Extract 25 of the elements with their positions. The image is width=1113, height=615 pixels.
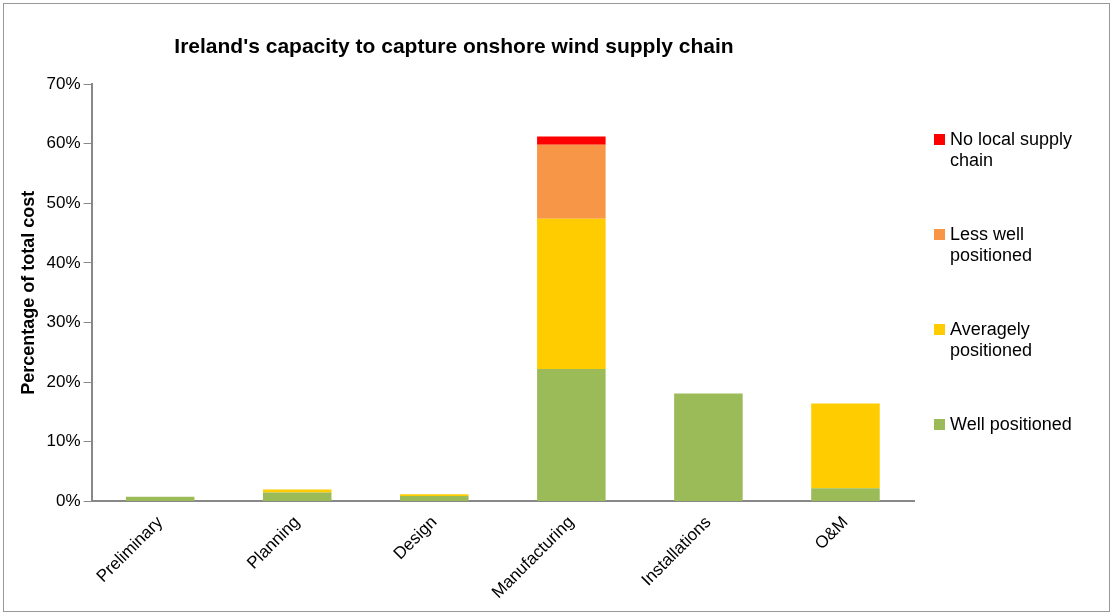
bar [400,496,469,501]
bar [811,488,880,501]
bar [537,369,606,501]
legend-label: No local supply chain [950,129,1074,171]
y-tick-label: 40% [46,252,81,272]
bar [262,492,332,501]
chart-title: Ireland's capacity to capture onshore wind supply chain [173,34,735,58]
bar [537,144,606,219]
y-tick-label: 60% [46,133,81,153]
y-tick-label: 70% [46,73,81,93]
bar [674,393,743,501]
legend-label: Averagely positioned [950,319,1034,361]
bar [537,136,606,145]
y-tick-label: 10% [46,431,81,451]
bar [262,489,332,493]
bar [537,218,606,370]
legend-label: Well positioned [950,414,1072,435]
y-tick-label: 0% [56,491,81,511]
y-tick-label: 30% [46,312,81,332]
y-axis-title: Percentage of total cost [17,190,38,395]
y-tick-label: 50% [46,192,81,212]
legend-label: Less well positioned [950,224,1034,266]
bar [125,496,195,501]
y-tick-label: 20% [46,371,81,391]
bar [811,403,880,489]
